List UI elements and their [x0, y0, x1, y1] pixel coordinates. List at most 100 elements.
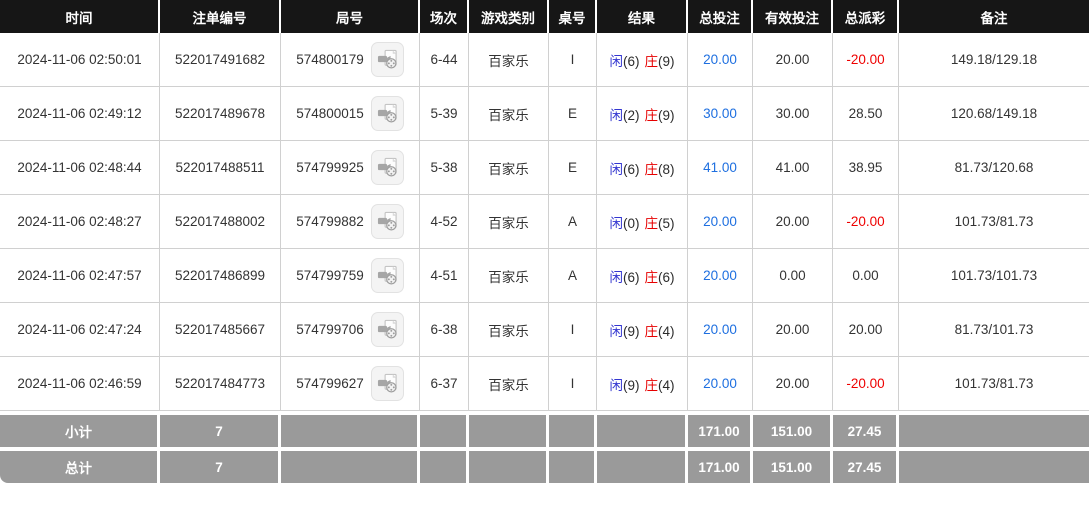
round-cell: 574800179 — [281, 33, 420, 87]
video-replay-button[interactable] — [370, 96, 404, 131]
table-row: 2024-11-06 02:50:01 522017491682 5748001… — [0, 33, 1089, 87]
game-type-cell: 百家乐 — [469, 249, 549, 303]
player-result-score: (0) — [623, 215, 640, 231]
col-header-bet-id: 注单编号 — [160, 0, 281, 33]
bet-records-table: 时间 注单编号 局号 场次 游戏类别 桌号 结果 总投注 有效投注 总派彩 备注… — [0, 0, 1089, 483]
summary-count: 7 — [160, 411, 281, 447]
session-cell: 6-38 — [420, 303, 469, 357]
summary-session — [420, 411, 469, 447]
video-replay-button[interactable] — [370, 258, 404, 293]
banker-result-score: (9) — [658, 53, 675, 69]
summary-result — [597, 411, 688, 447]
bet-id-cell: 522017491682 — [160, 33, 281, 87]
round-cell: 574800015 — [281, 87, 420, 141]
table-no-cell: A — [549, 195, 597, 249]
banker-result-label: 庄 — [644, 377, 659, 393]
result-cell: 闲(6) 庄(6) — [597, 249, 688, 303]
remark-cell: 149.18/129.18 — [899, 33, 1089, 87]
result-cell: 闲(2) 庄(9) — [597, 87, 688, 141]
result-cell: 闲(0) 庄(5) — [597, 195, 688, 249]
player-result-label: 闲 — [609, 215, 624, 231]
summary-valid-bet: 151.00 — [753, 447, 833, 483]
bet-id-cell: 522017488511 — [160, 141, 281, 195]
remark-cell: 120.68/149.18 — [899, 87, 1089, 141]
video-replay-icon — [377, 265, 397, 285]
summary-valid-bet: 151.00 — [753, 411, 833, 447]
game-type-cell: 百家乐 — [469, 141, 549, 195]
game-type-cell: 百家乐 — [469, 195, 549, 249]
player-result-label: 闲 — [609, 323, 624, 339]
round-cell: 574799759 — [281, 249, 420, 303]
table-row: 2024-11-06 02:48:44 522017488511 5747999… — [0, 141, 1089, 195]
payout-cell: -20.00 — [833, 357, 899, 411]
payout-cell: -20.00 — [833, 33, 899, 87]
remark-cell: 101.73/81.73 — [899, 357, 1089, 411]
valid-bet-cell: 20.00 — [753, 33, 833, 87]
col-header-total-bet: 总投注 — [688, 0, 753, 33]
time-cell: 2024-11-06 02:46:59 — [0, 357, 160, 411]
payout-cell: 20.00 — [833, 303, 899, 357]
table-row: 2024-11-06 02:47:57 522017486899 5747997… — [0, 249, 1089, 303]
round-id: 574799759 — [296, 268, 364, 283]
table-row: 2024-11-06 02:46:59 522017484773 5747996… — [0, 357, 1089, 411]
remark-cell: 81.73/101.73 — [899, 303, 1089, 357]
col-header-session: 场次 — [420, 0, 469, 33]
payout-cell: 0.00 — [833, 249, 899, 303]
summary-row: 小计 7 171.00 151.00 27.45 — [0, 411, 1089, 447]
video-replay-button[interactable] — [370, 366, 404, 401]
result-cell: 闲(6) 庄(8) — [597, 141, 688, 195]
session-cell: 6-37 — [420, 357, 469, 411]
round-cell: 574799925 — [281, 141, 420, 195]
banker-result-label: 庄 — [644, 53, 659, 69]
player-result-score: (6) — [623, 161, 640, 177]
session-cell: 6-44 — [420, 33, 469, 87]
player-result-label: 闲 — [609, 53, 624, 69]
col-header-remark: 备注 — [899, 0, 1089, 33]
table-no-cell: I — [549, 303, 597, 357]
remark-cell: 81.73/120.68 — [899, 141, 1089, 195]
payout-cell: -20.00 — [833, 195, 899, 249]
session-cell: 5-39 — [420, 87, 469, 141]
table-no-cell: I — [549, 33, 597, 87]
time-cell: 2024-11-06 02:50:01 — [0, 33, 160, 87]
remark-cell: 101.73/81.73 — [899, 195, 1089, 249]
summary-row: 总计 7 171.00 151.00 27.45 — [0, 447, 1089, 483]
banker-result-label: 庄 — [644, 215, 659, 231]
summary-total-bet: 171.00 — [688, 411, 753, 447]
video-replay-button[interactable] — [370, 312, 404, 347]
summary-label: 总计 — [0, 447, 160, 483]
time-cell: 2024-11-06 02:49:12 — [0, 87, 160, 141]
round-id: 574799706 — [296, 322, 364, 337]
video-replay-icon — [377, 157, 397, 177]
valid-bet-cell: 20.00 — [753, 357, 833, 411]
video-replay-button[interactable] — [370, 42, 404, 77]
banker-result-score: (8) — [658, 161, 675, 177]
table-no-cell: I — [549, 357, 597, 411]
banker-result-score: (6) — [658, 269, 675, 285]
col-header-payout: 总派彩 — [833, 0, 899, 33]
banker-result-label: 庄 — [644, 269, 659, 285]
summary-payout: 27.45 — [833, 447, 899, 483]
session-cell: 5-38 — [420, 141, 469, 195]
result-cell: 闲(9) 庄(4) — [597, 357, 688, 411]
table-no-cell: A — [549, 249, 597, 303]
video-replay-button[interactable] — [370, 204, 404, 239]
video-replay-icon — [377, 49, 397, 69]
summary-table-no — [549, 447, 597, 483]
table-body: 2024-11-06 02:50:01 522017491682 5748001… — [0, 33, 1089, 411]
result-cell: 闲(9) 庄(4) — [597, 303, 688, 357]
summary-payout: 27.45 — [833, 411, 899, 447]
valid-bet-cell: 20.00 — [753, 195, 833, 249]
video-replay-button[interactable] — [370, 150, 404, 185]
round-id: 574800179 — [296, 52, 364, 67]
summary-session — [420, 447, 469, 483]
table-no-cell: E — [549, 141, 597, 195]
round-cell: 574799882 — [281, 195, 420, 249]
game-type-cell: 百家乐 — [469, 33, 549, 87]
player-result-label: 闲 — [609, 107, 624, 123]
valid-bet-cell: 30.00 — [753, 87, 833, 141]
col-header-round: 局号 — [281, 0, 420, 33]
total-bet-cell: 20.00 — [688, 249, 753, 303]
banker-result-score: (5) — [658, 215, 675, 231]
player-result-score: (9) — [623, 323, 640, 339]
